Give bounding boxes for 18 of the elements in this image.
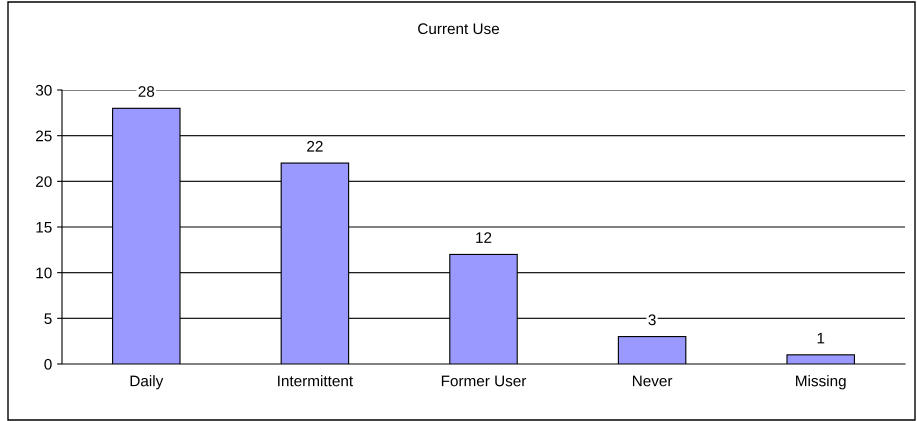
data-label: 22 — [307, 140, 323, 152]
x-tick-label: Missing — [796, 375, 846, 390]
x-tick-label: Former User — [442, 376, 526, 386]
x-tick-label: Daily — [130, 375, 164, 390]
data-label: 12 — [476, 232, 492, 243]
y-tick-label: 5 — [44, 313, 52, 324]
data-label: 3 — [648, 314, 656, 326]
y-tick-label: 15 — [36, 222, 52, 233]
x-tick-label: Never — [632, 376, 672, 386]
y-tick-label: 0 — [44, 358, 52, 370]
y-tick-label: 30 — [36, 84, 52, 96]
y-tick-label: 10 — [36, 268, 52, 278]
y-tick-label: 25 — [36, 130, 52, 142]
y-tick-label: 20 — [36, 176, 52, 188]
data-label: 1 — [818, 332, 824, 344]
data-label: 28 — [138, 86, 154, 97]
x-tick-label: Intermittent — [278, 375, 353, 386]
chart-title: Current Use — [418, 23, 499, 34]
